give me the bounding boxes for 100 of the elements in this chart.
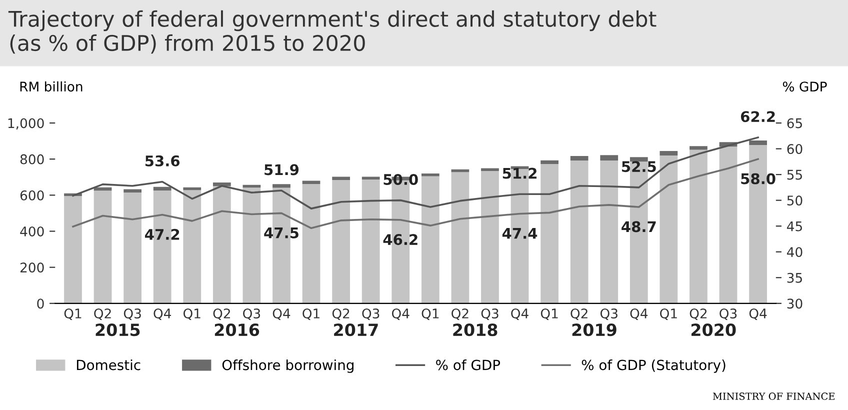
x-tick-label: Q4 <box>749 308 767 320</box>
bar <box>600 155 618 161</box>
data-label: 53.6 <box>145 155 180 166</box>
x-tick-label: Q3 <box>124 308 141 320</box>
y2-tick-label: 35 <box>787 272 802 283</box>
x-tick-label: Q4 <box>272 308 290 320</box>
x-tick-label: Q1 <box>660 308 677 320</box>
x-tick-label: Q4 <box>392 308 410 320</box>
x-tick-label: Q2 <box>570 308 588 320</box>
x-tick-label: Q2 <box>332 308 350 320</box>
bar <box>183 190 202 304</box>
y-tick-label: 800 <box>20 154 44 164</box>
bar <box>212 186 231 304</box>
bar <box>64 196 82 304</box>
bar <box>124 189 142 192</box>
data-label: 58.0 <box>741 173 776 184</box>
data-label: 51.9 <box>264 164 299 176</box>
y2-tick-label: 65 <box>787 118 802 128</box>
y-tick-label: 600 <box>20 190 44 200</box>
x-tick-label: Q3 <box>362 308 380 320</box>
x-tick-label: Q2 <box>690 308 707 320</box>
y2-tick-label: 45 <box>786 221 802 232</box>
y2-axis-title: % GDP <box>782 82 827 92</box>
legend-label: % of GDP <box>436 359 500 370</box>
bar <box>749 140 767 146</box>
bar <box>362 179 380 304</box>
y2-tick-label: 40 <box>786 247 802 258</box>
bar <box>690 146 708 150</box>
bar <box>332 180 350 304</box>
x-tick-label: Q1 <box>422 308 439 320</box>
y2-tick-label: 55 <box>787 170 802 180</box>
bar <box>719 146 738 304</box>
bar <box>242 184 261 188</box>
x-tick-label: Q1 <box>302 308 320 320</box>
legend-label: % of GDP (Statutory) <box>582 359 726 373</box>
text: 2019 <box>572 324 616 336</box>
y-tick-label: 400 <box>20 226 44 236</box>
text: 2017 <box>334 324 378 336</box>
bar <box>630 157 648 162</box>
data-label: 50.0 <box>384 174 418 185</box>
bar <box>183 187 202 190</box>
y-axis-title: RM billion <box>20 81 82 92</box>
x-tick-label: Q3 <box>481 308 498 320</box>
x-tick-label: Q4 <box>154 308 171 320</box>
bar <box>362 176 380 180</box>
bar <box>660 150 678 156</box>
data-label: 47.4 <box>502 228 538 239</box>
bar <box>421 174 440 176</box>
y-tick-label: 1,000 <box>8 118 44 130</box>
x-tick-label: Q1 <box>540 308 558 320</box>
bar <box>212 182 231 186</box>
bar <box>332 176 350 180</box>
legend-label: Offshore borrowing <box>222 359 354 373</box>
x-tick-label: Q3 <box>243 308 260 320</box>
bar <box>421 176 440 304</box>
x-tick-label: Q3 <box>720 308 737 320</box>
bar <box>481 168 499 171</box>
bar <box>242 188 261 304</box>
data-label: 62.2 <box>740 111 775 122</box>
x-tick-label: Q4 <box>630 308 648 320</box>
data-label: 48.7 <box>622 221 656 232</box>
data-label: 47.2 <box>145 228 180 240</box>
x-tick-label: Q2 <box>452 308 468 320</box>
bar <box>660 155 678 304</box>
x-tick-label: Q3 <box>600 308 618 320</box>
data-label: 51.2 <box>502 168 536 179</box>
chart-title: Trajectory of federal government's direct and statutory debt (as % of GDP) from 2015 to 2020 <box>8 10 656 54</box>
x-tick-label: Q2 <box>213 308 230 320</box>
text: 2016 <box>214 324 260 336</box>
bar <box>153 186 172 190</box>
y-tick-label: 0 <box>37 298 44 309</box>
bar <box>600 160 618 304</box>
x-tick-label: Q1 <box>183 308 200 320</box>
bar <box>570 156 588 161</box>
text: 2020 <box>691 324 736 336</box>
text: 2018 <box>453 324 498 336</box>
bar <box>94 190 112 304</box>
y-tick-label: 200 <box>20 262 44 273</box>
bar <box>124 192 142 304</box>
bar <box>302 184 320 304</box>
bar <box>451 172 470 304</box>
x-tick-label: Q2 <box>94 308 111 320</box>
x-tick-label: Q1 <box>64 308 82 320</box>
legend-label: Domestic <box>76 359 140 370</box>
bar <box>540 164 558 304</box>
data-label: 47.5 <box>264 228 298 238</box>
bar <box>570 160 588 304</box>
bar <box>272 184 290 188</box>
text: MINISTRY OF FINANCE <box>712 392 834 400</box>
text: 2015 <box>96 324 140 336</box>
y2-tick-label: 50 <box>787 196 802 206</box>
y2-tick-label: 60 <box>787 144 802 154</box>
y2-tick-label: 30 <box>787 298 802 309</box>
bar <box>690 150 708 304</box>
bar <box>451 169 470 172</box>
data-label: 46.2 <box>383 234 418 246</box>
bar <box>481 170 499 304</box>
x-tick-label: Q4 <box>511 308 528 320</box>
bar <box>540 160 558 164</box>
bar <box>302 180 320 184</box>
